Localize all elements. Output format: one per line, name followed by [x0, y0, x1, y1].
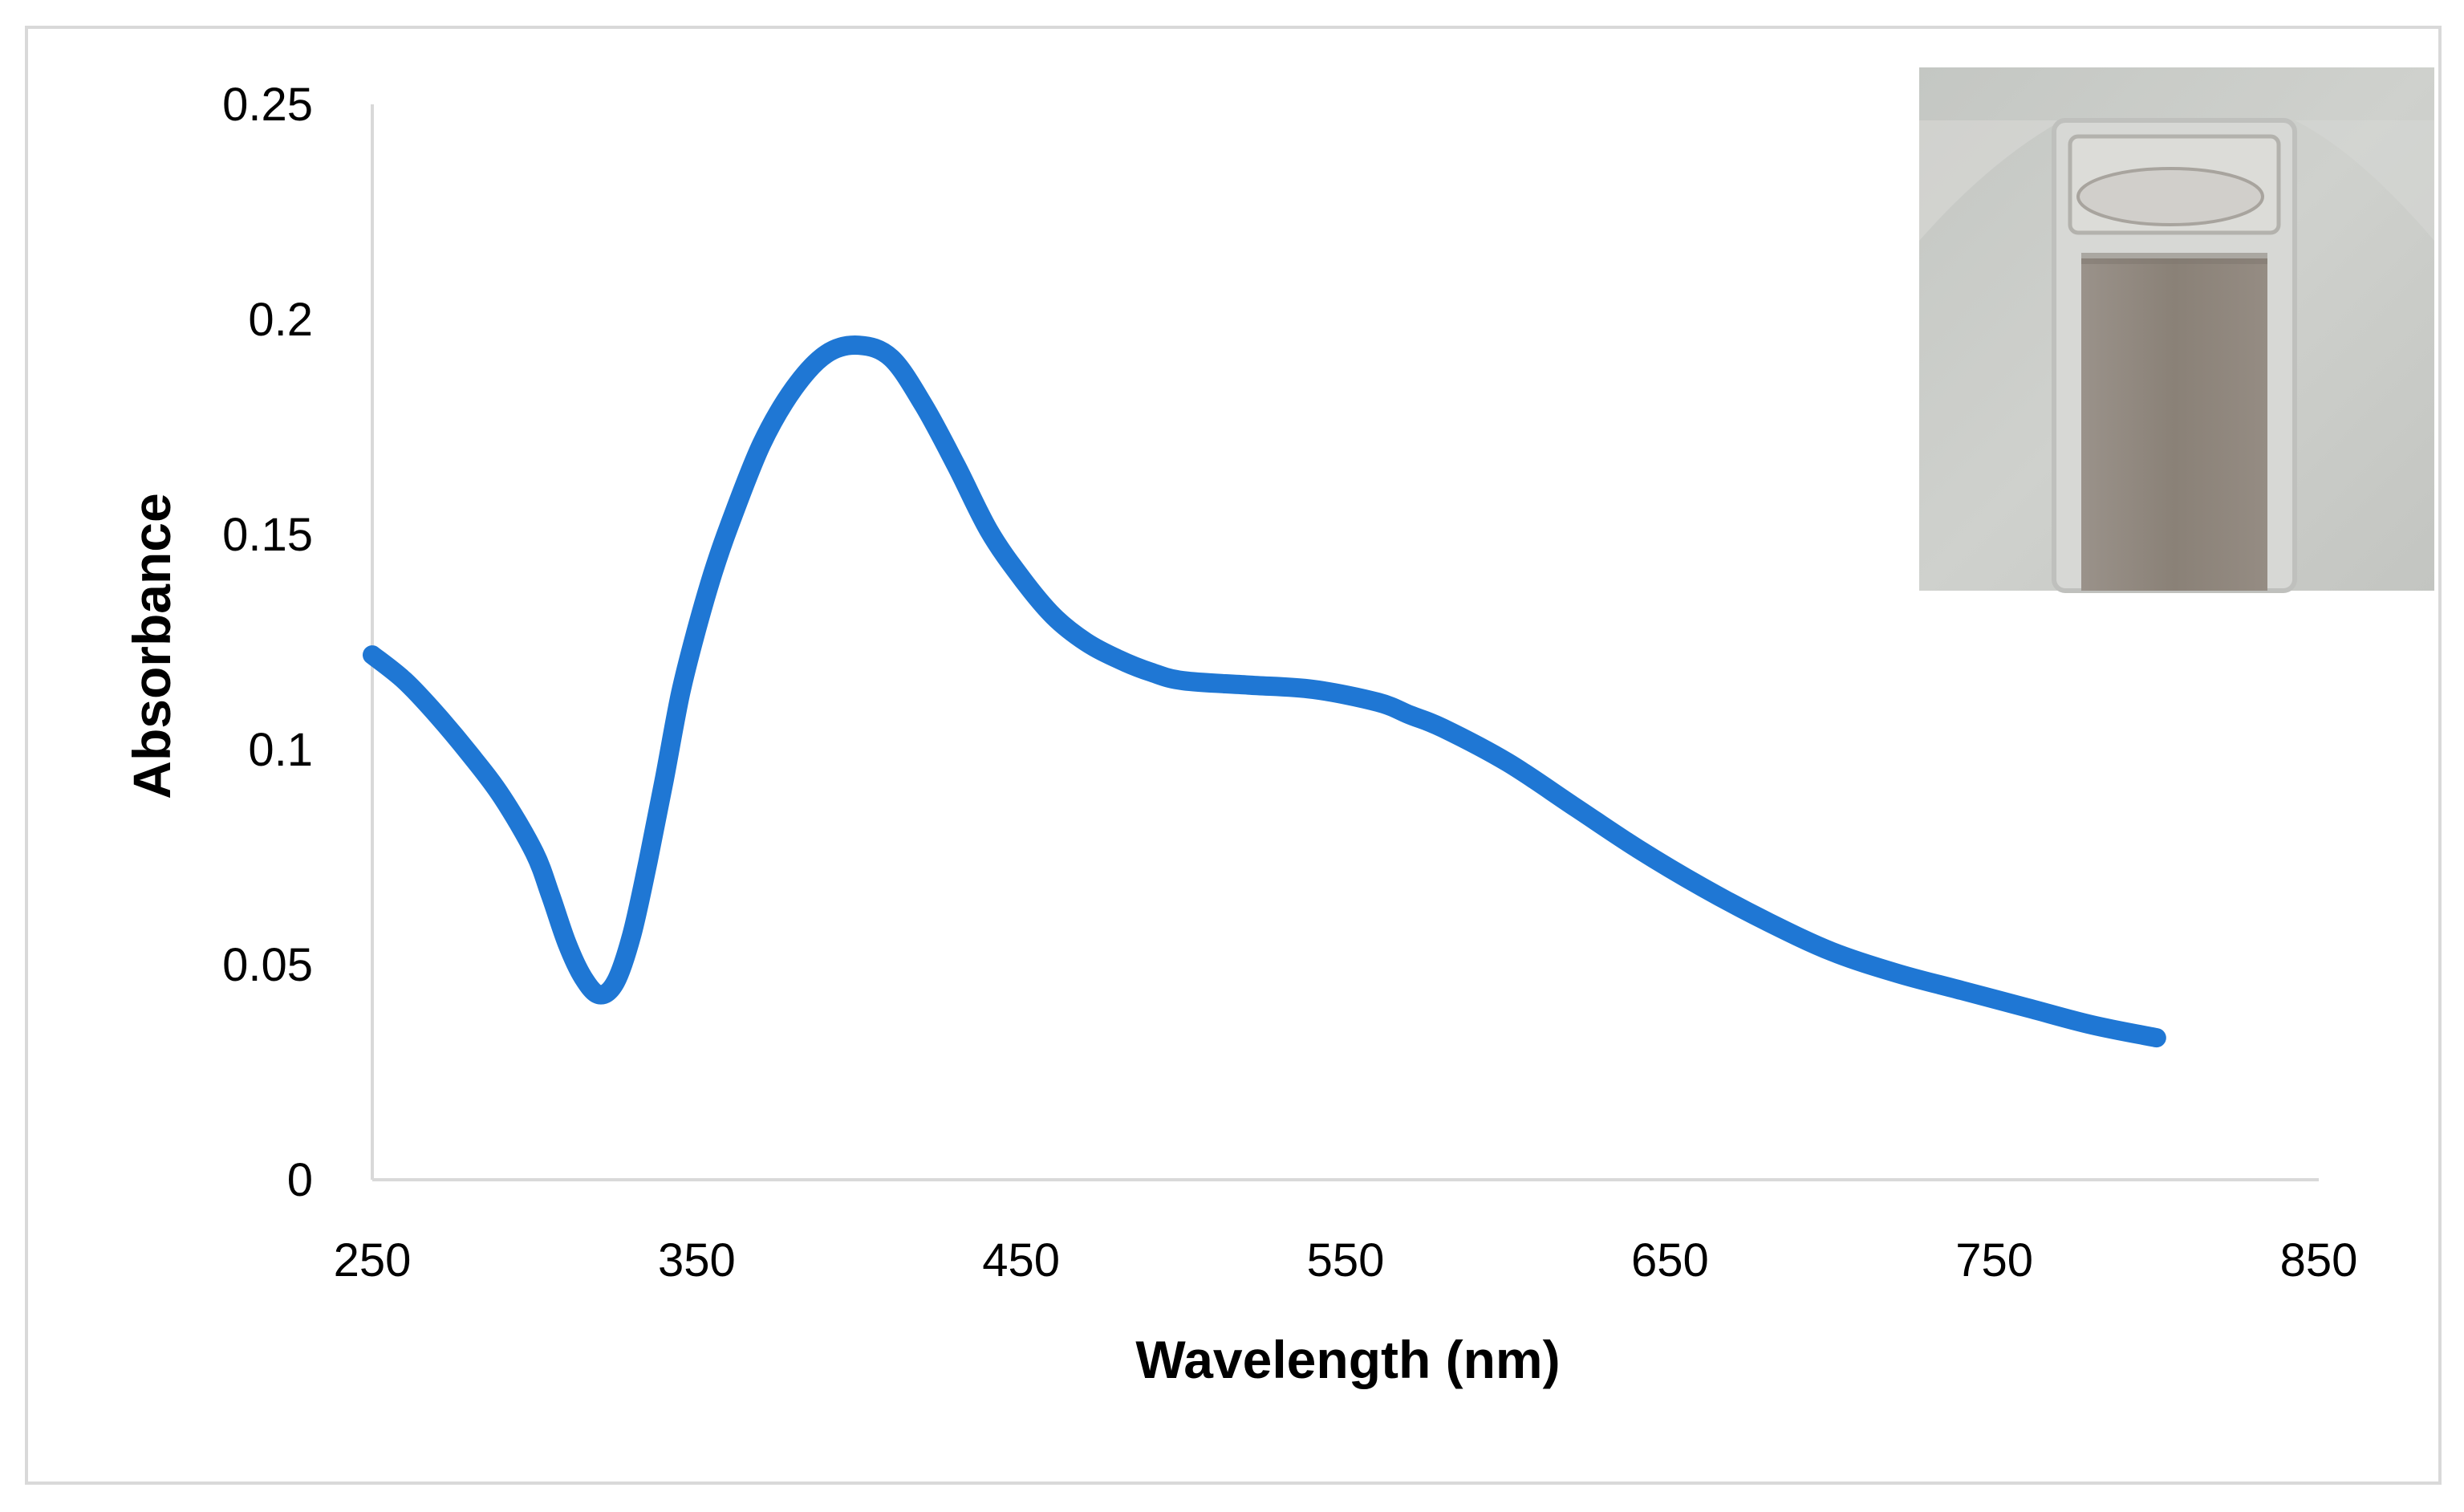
x-tick-labels: 250 350 450 550 650 750 850 — [334, 1234, 2358, 1286]
cuvette-photo-icon — [1919, 67, 2434, 593]
x-axis-title: Wavelength (nm) — [1135, 1330, 1560, 1389]
axes — [371, 104, 2319, 1181]
x-tick-label: 850 — [2280, 1234, 2358, 1286]
y-tick-labels: 0 0.05 0.1 0.15 0.2 0.25 — [222, 79, 313, 1206]
y-tick-label: 0 — [287, 1154, 313, 1206]
x-tick-label: 550 — [1307, 1234, 1385, 1286]
series-line-absorbance — [363, 335, 2166, 1048]
x-tick-label: 750 — [1955, 1234, 2033, 1286]
x-tick-label: 350 — [658, 1234, 736, 1286]
x-tick-label: 450 — [982, 1234, 1060, 1286]
y-tick-label: 0.2 — [248, 294, 313, 346]
y-tick-label: 0.15 — [222, 509, 313, 561]
x-tick-label: 250 — [334, 1234, 412, 1286]
y-tick-label: 0.25 — [222, 79, 313, 131]
y-tick-label: 0.05 — [222, 939, 313, 991]
x-tick-label: 650 — [1631, 1234, 1709, 1286]
y-axis-title: Absorbance — [122, 493, 181, 799]
y-tick-label: 0.1 — [248, 724, 313, 776]
series-group — [363, 335, 2166, 1048]
